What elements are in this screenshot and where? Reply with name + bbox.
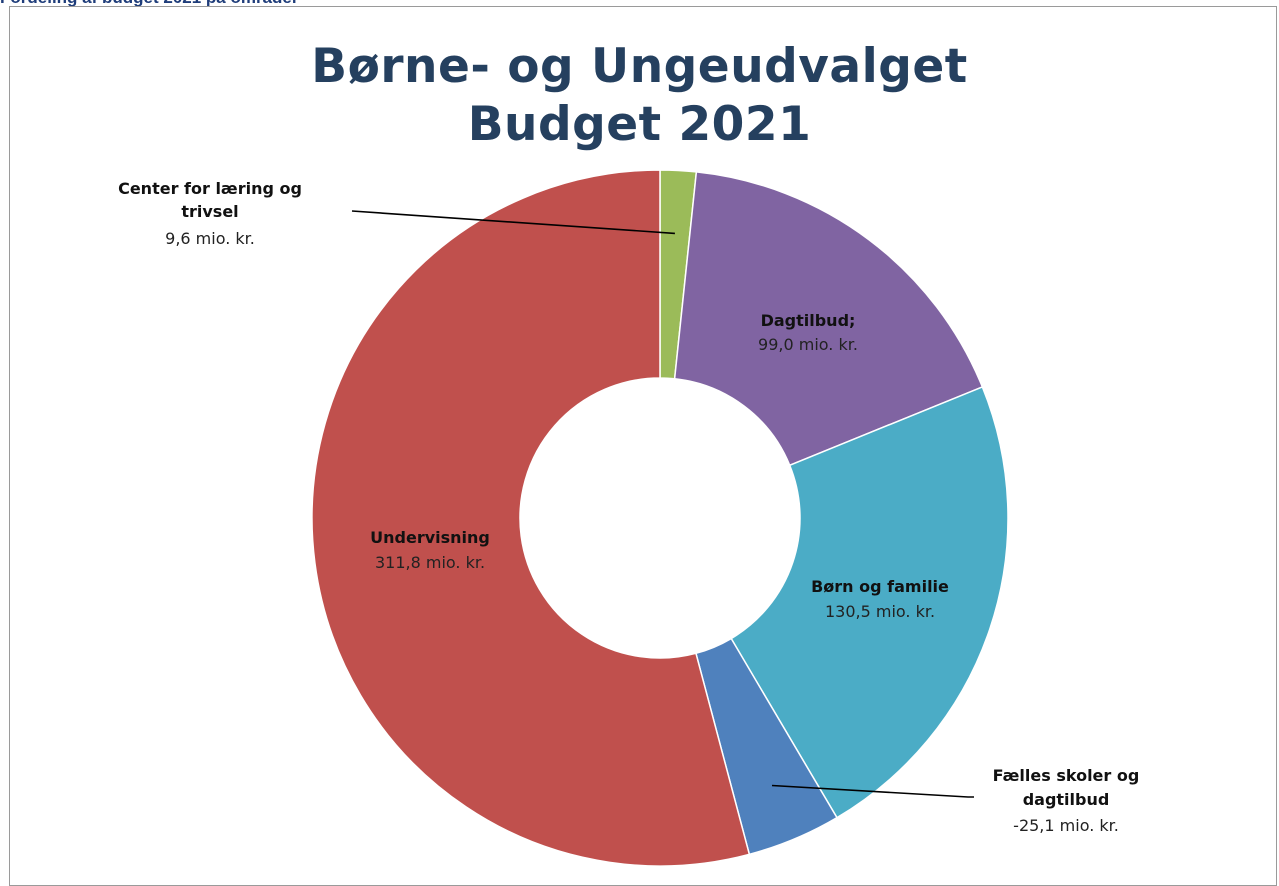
slice-name-label-3-1: dagtilbud [1023, 790, 1110, 809]
chart-title-line-1: Børne- og Ungeudvalget [311, 39, 968, 94]
page-caption: Fordeling af budget 2021 på områder [0, 0, 299, 8]
leader-line-0 [351, 210, 675, 235]
chart-title: Børne- og Ungeudvalget Budget 2021 [0, 38, 1279, 154]
slice-value-label-0: 9,6 mio. kr. [165, 229, 255, 248]
slice-name-label-2: Børn og familie [811, 577, 949, 596]
slice-value-label-1: 99,0 mio. kr. [758, 335, 858, 354]
slice-name-label-0-1: trivsel [181, 202, 238, 221]
slice-name-label-4: Undervisning [370, 528, 490, 547]
slice-value-label-2: 130,5 mio. kr. [825, 602, 935, 621]
slice-value-label-3: -25,1 mio. kr. [1013, 816, 1119, 835]
chart-title-line-2: Budget 2021 [467, 97, 812, 152]
slice-name-label-0-0: Center for læring og [118, 179, 302, 198]
donut-slice-2 [730, 385, 1009, 819]
leader-line-3 [771, 784, 974, 798]
slice-value-label-4: 311,8 mio. kr. [375, 553, 485, 572]
slice-name-label-3-0: Fælles skoler og [993, 766, 1140, 785]
slice-name-label-1: Dagtilbud; [761, 311, 856, 330]
donut-slice-1 [673, 171, 984, 467]
donut-slice-4 [311, 169, 751, 867]
